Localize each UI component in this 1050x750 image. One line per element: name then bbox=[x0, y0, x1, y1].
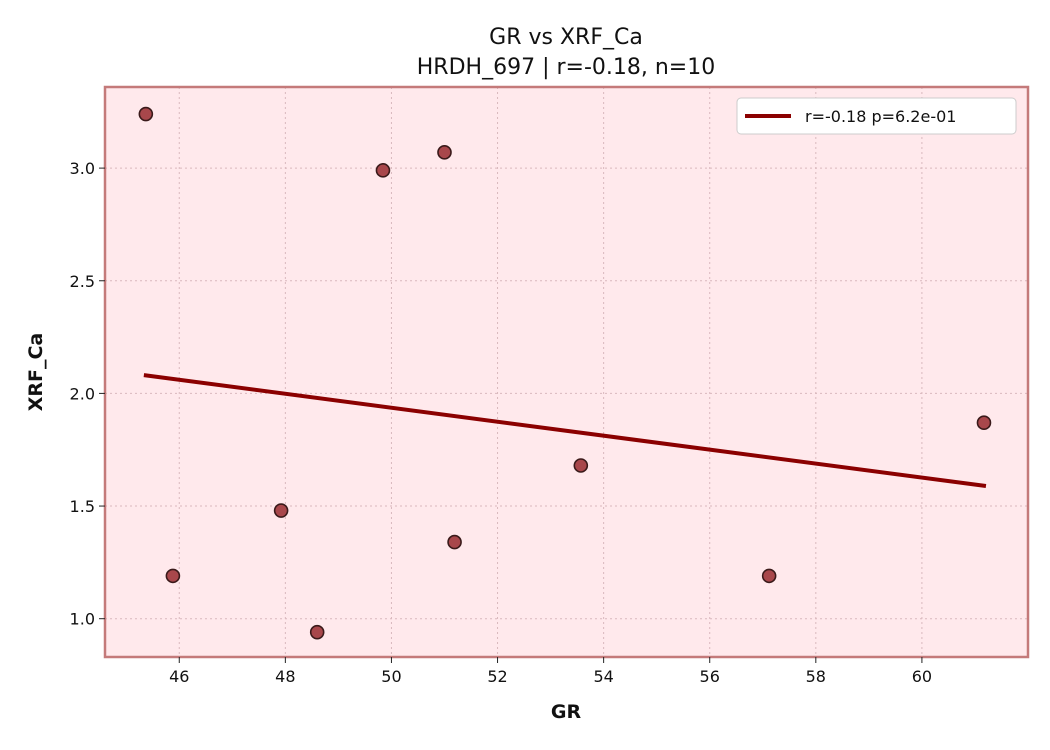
y-axis-label: XRF_Ca bbox=[25, 333, 47, 412]
legend-box bbox=[736, 97, 1017, 135]
x-tick-label: 48 bbox=[275, 667, 295, 686]
data-point bbox=[976, 415, 992, 430]
data-point bbox=[437, 145, 452, 160]
x-tick-label: 54 bbox=[593, 667, 613, 686]
legend-label: r=-0.18 p=6.2e-01 bbox=[805, 107, 956, 126]
x-axis-label: GR bbox=[551, 701, 582, 723]
data-point bbox=[375, 163, 391, 178]
x-tick-label: 50 bbox=[381, 667, 401, 686]
data-point bbox=[138, 106, 154, 122]
x-tick-label: 56 bbox=[700, 667, 720, 686]
y-tick-label: 3.0 bbox=[70, 159, 95, 178]
y-tick-label: 1.0 bbox=[70, 610, 95, 629]
y-tick-label: 2.5 bbox=[70, 272, 95, 291]
x-tick-label: 60 bbox=[912, 667, 932, 686]
x-tick-label: 58 bbox=[806, 667, 826, 686]
plot-area bbox=[105, 87, 1028, 657]
data-point bbox=[447, 534, 462, 550]
data-point bbox=[761, 568, 777, 584]
ticks: 46 48 50 52 54 56 58 60 1.0 1.5 2.0 2.5 3.0 bbox=[70, 159, 933, 686]
fit-line-layer bbox=[143, 373, 987, 489]
x-tick-label: 46 bbox=[169, 667, 189, 686]
data-point bbox=[273, 503, 289, 518]
data-point bbox=[309, 624, 325, 640]
grid bbox=[105, 87, 1028, 657]
legend: r=-0.18 p=6.2e-01 bbox=[736, 97, 1017, 135]
plot-frame bbox=[103, 85, 1030, 659]
y-tick-label: 1.5 bbox=[70, 497, 95, 516]
data-point bbox=[573, 458, 589, 473]
data-point bbox=[165, 568, 181, 584]
chart-subtitle: HRDH_697 | r=-0.18, n=10 bbox=[417, 55, 715, 80]
fit-line bbox=[143, 373, 987, 489]
y-tick-label: 2.0 bbox=[70, 384, 95, 403]
x-tick-label: 52 bbox=[487, 667, 507, 686]
chart-title: GR vs XRF_Ca bbox=[489, 25, 643, 50]
points-layer bbox=[138, 106, 992, 640]
